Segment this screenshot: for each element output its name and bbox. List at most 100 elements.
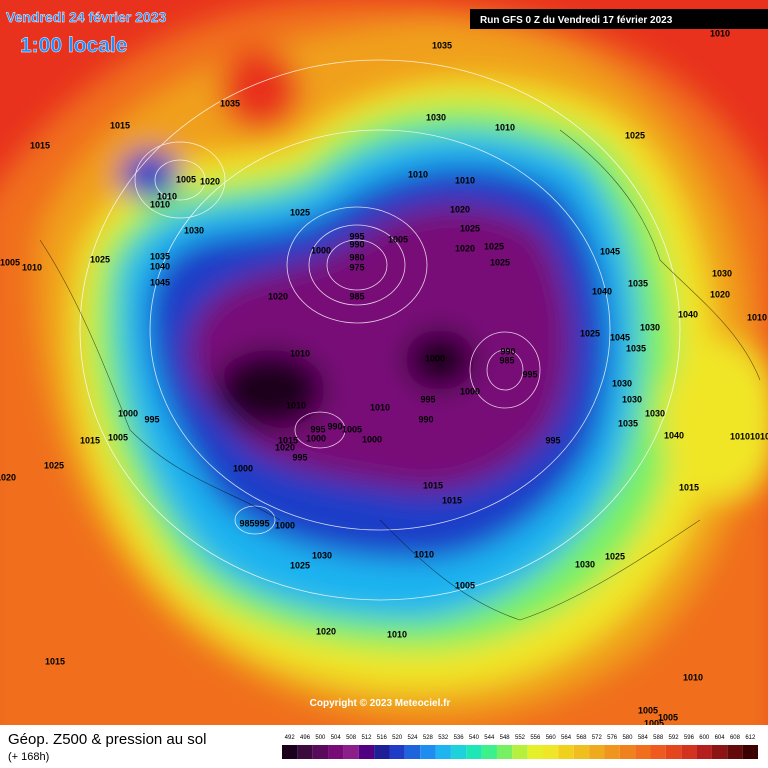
isobar-label: 1005	[644, 718, 664, 728]
isobar-label: 1025	[625, 130, 645, 140]
isobar-label: 1035	[618, 418, 638, 428]
colorbar-swatch	[282, 745, 298, 759]
colorbar-label: 524	[408, 735, 419, 741]
colorbar-label: 560	[546, 735, 557, 741]
isobar-label: 1030	[184, 225, 204, 235]
isobar-label: 1000	[118, 408, 138, 418]
colorbar-swatch	[650, 745, 666, 759]
isobar-label: 1000	[311, 245, 331, 255]
isobar-label: 1005	[388, 234, 408, 244]
colorbar-label: 504	[331, 735, 342, 741]
colorbar-label: 500	[315, 735, 326, 741]
isobar-label: 995	[310, 424, 325, 434]
isobar-label: 1020	[268, 291, 288, 301]
isobar-label: 1015	[442, 495, 462, 505]
isobar-label: 1010	[730, 431, 750, 441]
colorbar-swatch	[297, 745, 313, 759]
colorbar-swatch	[696, 745, 712, 759]
colorbar-swatch	[374, 745, 390, 759]
colorbar-label: 544	[484, 735, 495, 741]
isobar-label: 995	[420, 394, 435, 404]
colorbar-label: 556	[530, 735, 541, 741]
colorbar-label: 496	[300, 735, 311, 741]
isobar-label: 1000	[362, 434, 382, 444]
isobar-labels: 1010 1035 1035 1015 1015 1030 1010 1025 1005 1020…	[0, 28, 768, 728]
colorbar-swatch	[665, 745, 682, 759]
colorbar-swatch	[635, 745, 651, 759]
colorbar-swatch	[573, 745, 590, 759]
colorbar-label: 572	[592, 735, 603, 741]
isobar-label: 995	[545, 435, 560, 445]
isobar-label: 1040	[592, 286, 612, 296]
isobar-label: 990	[327, 421, 342, 431]
copyright: Copyright © 2023 Meteociel.fr	[310, 698, 451, 709]
isobar-label: 995	[254, 518, 269, 528]
isobar-label: 1010	[150, 199, 170, 209]
isobar-label: 995	[144, 414, 159, 424]
colorbar-swatch	[481, 745, 497, 759]
isobar-label: 995	[349, 231, 364, 241]
isobar-label: 1035	[150, 251, 170, 261]
isobar-label: 1020	[710, 289, 730, 299]
isobar-label: 1010	[387, 629, 407, 639]
colorbar-swatch	[619, 745, 636, 759]
colorbar-swatch	[450, 745, 467, 759]
isobar-label: 1030	[622, 394, 642, 404]
isobar-label: 1005	[176, 174, 196, 184]
colorbar-label: 548	[500, 735, 511, 741]
colorbar-swatch	[558, 745, 574, 759]
colorbar-label: 528	[423, 735, 434, 741]
isobar-label: 1035	[628, 278, 648, 288]
colorbar-label: 516	[377, 735, 388, 741]
colorbar-label: 596	[684, 735, 695, 741]
isobar-label: 1010	[750, 431, 768, 441]
colorbar-label: 580	[622, 735, 633, 741]
isobar-label: 1040	[678, 309, 698, 319]
isobar-label: 1000	[275, 520, 295, 530]
isobar-label: 1005	[342, 424, 362, 434]
colorbar-label: 612	[745, 735, 756, 741]
isobar-label: 1030	[612, 378, 632, 388]
isobar-label: 1025	[90, 254, 110, 264]
isobar-label: 985	[499, 355, 514, 365]
colorbar-swatch	[512, 745, 528, 759]
isobar-label: 1045	[600, 246, 620, 256]
colorbar-swatch	[711, 745, 728, 759]
isobar-label: 1010	[683, 672, 703, 682]
isobar-label: 1030	[312, 550, 332, 560]
colorbar-swatch	[543, 745, 559, 759]
isobar-label: 1005	[0, 257, 20, 267]
isobar-label: 1010	[22, 262, 42, 272]
run-box	[470, 9, 768, 29]
isobar-label: 985	[239, 518, 254, 528]
isobar-label: 1015	[80, 435, 100, 445]
isobar-label: 1025	[460, 223, 480, 233]
colorbar-swatch	[435, 745, 451, 759]
isobar-label: 1025	[290, 560, 310, 570]
isobar-label: 1030	[575, 559, 595, 569]
colorbar-label: 532	[438, 735, 449, 741]
colorbar-label: 608	[730, 735, 741, 741]
isobar-label: 1025	[290, 207, 310, 217]
isobar-label: 1015	[278, 435, 298, 445]
isobar-label: 1025	[605, 551, 625, 561]
colorbar-label: 584	[638, 735, 649, 741]
isobar-label: 990	[349, 239, 364, 249]
isobar-label: 1010	[408, 169, 428, 179]
isobar-label: 1030	[712, 268, 732, 278]
colorbar-label: 564	[561, 735, 572, 741]
colorbar-label: 520	[392, 735, 403, 741]
isobar-label: 995	[522, 369, 537, 379]
colorbar-label: 576	[607, 735, 618, 741]
colorbar-swatch	[389, 745, 405, 759]
isobar-label: 1020	[0, 472, 16, 482]
isobar-label: 1010	[495, 122, 515, 132]
isobar-label: 1015	[423, 480, 443, 490]
isobar-label: 1025	[580, 328, 600, 338]
colorbar-label: 600	[699, 735, 710, 741]
isobar-label: 1030	[645, 408, 665, 418]
isobar-label: 1010	[157, 191, 177, 201]
isobar-label: 1015	[110, 120, 130, 130]
isobar-label: 1010	[286, 400, 306, 410]
isobar-label: 1000	[425, 353, 445, 363]
